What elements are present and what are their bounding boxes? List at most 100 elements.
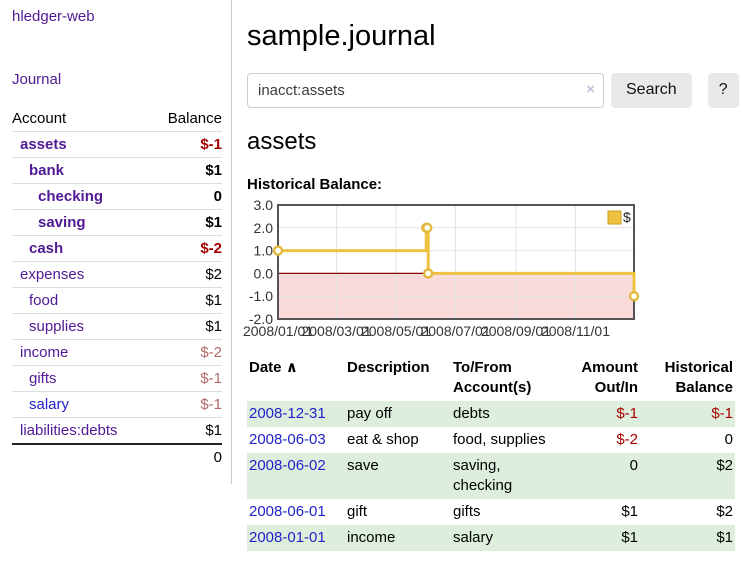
transaction-amount-cell: $-2	[616, 430, 638, 448]
account-link-supplies[interactable]: supplies	[29, 318, 85, 335]
account-balance: $-1	[150, 131, 222, 158]
date-column-header[interactable]: Date ∧	[249, 358, 298, 376]
transaction-description-cell: eat & shop	[347, 430, 419, 448]
transaction-balance-cell: 0	[724, 430, 733, 448]
search-input[interactable]	[247, 72, 604, 108]
chart-title: Historical Balance:	[247, 175, 383, 193]
transaction-date-link[interactable]: 2008-06-02	[249, 456, 326, 474]
account-link-assets[interactable]: assets	[20, 136, 67, 153]
transaction-amount-cell: 0	[629, 456, 638, 474]
description-column-header: Description	[347, 358, 430, 376]
search-button[interactable]: Search	[611, 72, 692, 108]
svg-text:-2.0: -2.0	[249, 311, 273, 327]
accounts-column-header: Account	[12, 110, 67, 127]
account-link-expenses[interactable]: expenses	[20, 266, 85, 283]
amount-column-header: Amount Out/In	[581, 358, 638, 396]
main-content: sample.journal × Search ? assets Histori…	[243, 0, 742, 551]
svg-text:2008/05/01: 2008/05/01	[361, 323, 431, 339]
account-balance: $1	[150, 417, 222, 444]
account-link-gifts[interactable]: gifts	[29, 370, 57, 387]
account-balance: $1	[150, 313, 222, 340]
svg-text:2.0: 2.0	[254, 219, 274, 235]
transaction-row: 2008-06-03 eat & shop food, supplies $-2 0	[247, 427, 735, 453]
transactions-tbody: 2008-12-31 pay off debts $-1 $-1 2008-06-03 ea…	[247, 400, 735, 551]
transaction-description-cell: income	[347, 528, 396, 546]
account-balance: $-1	[150, 365, 222, 392]
account-balance: $-2	[150, 235, 222, 262]
svg-text:$: $	[623, 209, 631, 225]
transaction-date-cell: 2008-01-01	[247, 525, 345, 551]
svg-text:0.0: 0.0	[254, 265, 274, 281]
account-row: expenses $2	[12, 261, 222, 288]
accounts-tbody: assets $-1 bank $1 checking 0 saving $1 cash $-2 e…	[12, 131, 222, 444]
account-link-liabilities-debts[interactable]: liabilities:debts	[20, 422, 118, 439]
chart-canvas: $3.0 2.0 1.0 0.0 -1.0 -2.02008/01/012008/03/0…	[243, 197, 640, 339]
accounts-total-row: 0	[12, 443, 222, 470]
clear-search-icon[interactable]: ×	[586, 80, 595, 98]
account-balance: $-1	[150, 391, 222, 418]
transaction-balance-cell: $-1	[711, 404, 733, 422]
account-heading: assets	[247, 127, 317, 155]
account-link-bank[interactable]: bank	[29, 162, 65, 179]
app-title-link[interactable]: hledger-web	[12, 8, 95, 25]
help-button[interactable]: ?	[707, 72, 739, 108]
account-row: liabilities:debts $1	[12, 417, 222, 444]
transaction-amount-cell: $1	[621, 502, 638, 520]
account-balance: $1	[150, 209, 222, 236]
transaction-description-cell: save	[347, 456, 379, 474]
transaction-description-cell: gift	[347, 502, 368, 520]
transaction-date-cell: 2008-06-03	[247, 427, 345, 453]
transaction-accounts-cell: debts	[453, 404, 490, 422]
transaction-date-link[interactable]: 2008-06-01	[249, 502, 326, 520]
page-title: sample.journal	[247, 20, 436, 53]
transaction-balance-cell: $2	[716, 502, 733, 520]
transaction-date-cell: 2008-12-31	[247, 401, 345, 427]
transaction-description-cell: pay off	[347, 404, 392, 422]
account-row: bank $1	[12, 157, 222, 184]
transaction-row: 2008-06-01 gift gifts $1 $2	[247, 499, 735, 525]
transaction-date-cell: 2008-06-02	[247, 453, 345, 499]
account-link-income[interactable]: income	[20, 344, 69, 361]
account-row: saving $1	[12, 209, 222, 236]
transaction-amount-cell: $1	[621, 528, 638, 546]
svg-text:2008/01/01: 2008/01/01	[243, 323, 313, 339]
search-form: × Search ?	[247, 72, 742, 108]
transaction-amount-cell: $-1	[616, 404, 638, 422]
sidebar-item-journal[interactable]: Journal	[12, 71, 62, 88]
transaction-accounts-cell: food, supplies	[453, 430, 546, 448]
transaction-accounts-cell: salary	[453, 528, 494, 546]
transaction-date-link[interactable]: 2008-01-01	[249, 528, 326, 546]
transaction-accounts-cell: saving, checking	[453, 456, 513, 494]
transaction-balance-cell: $1	[716, 528, 733, 546]
transaction-row: 2008-12-31 pay off debts $-1 $-1	[247, 400, 735, 427]
account-row: supplies $1	[12, 313, 222, 340]
transaction-date-link[interactable]: 2008-12-31	[249, 404, 326, 422]
balance-column-header: Balance	[167, 110, 222, 127]
account-balance: $1	[150, 287, 222, 314]
transaction-row: 2008-01-01 income salary $1 $1	[247, 524, 735, 551]
historical-balance-chart: $3.0 2.0 1.0 0.0 -1.0 -2.0 2008/01/01 2008/03/0…	[243, 197, 742, 343]
historical-balance-column-header: Historical Balance	[664, 358, 733, 396]
account-row: salary $-1	[12, 391, 222, 418]
svg-text:2008/09/01: 2008/09/01	[481, 323, 551, 339]
transaction-date-cell: 2008-06-01	[247, 499, 345, 525]
account-row: cash $-2	[12, 235, 222, 262]
transaction-row: 2008-06-02 save saving, checking 0 $2	[247, 452, 735, 499]
account-link-cash[interactable]: cash	[29, 240, 64, 257]
account-link-saving[interactable]: saving	[38, 214, 86, 231]
account-link-food[interactable]: food	[29, 292, 59, 309]
account-link-salary[interactable]: salary	[29, 396, 70, 413]
transaction-balance-cell: $2	[716, 456, 733, 474]
accounts-total-value: 0	[150, 443, 222, 470]
account-link-checking[interactable]: checking	[38, 188, 104, 205]
sidebar: hledger-web Journal Account Balance asse…	[0, 0, 232, 484]
account-row: assets $-1	[12, 131, 222, 158]
account-row: food $1	[12, 287, 222, 314]
svg-text:2008/11/01: 2008/11/01	[541, 323, 610, 339]
account-balance: $1	[150, 157, 222, 184]
transactions-header-row: Date ∧ Description To/From Account(s) Am…	[247, 355, 735, 401]
svg-text:-1.0: -1.0	[249, 288, 273, 304]
transactions-table: Date ∧ Description To/From Account(s) Am…	[247, 355, 735, 551]
svg-text:2008/07/01: 2008/07/01	[420, 323, 490, 339]
transaction-date-link[interactable]: 2008-06-03	[249, 430, 326, 448]
